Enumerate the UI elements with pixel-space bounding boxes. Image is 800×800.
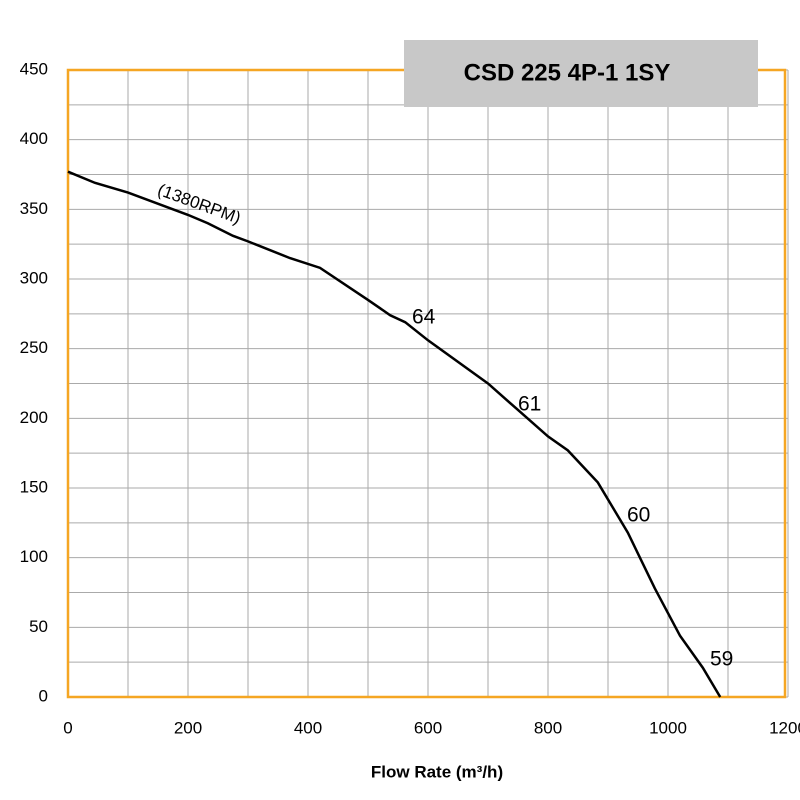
y-tick-label: 450 (20, 59, 48, 78)
x-tick-label: 0 (63, 718, 72, 737)
x-tick-label: 600 (414, 718, 442, 737)
y-tick-label: 350 (20, 199, 48, 218)
y-tick-label: 100 (20, 547, 48, 566)
efficiency-label: 61 (518, 393, 541, 416)
efficiency-label: 64 (412, 306, 436, 329)
efficiency-label: 59 (710, 648, 733, 671)
x-tick-label: 800 (534, 718, 562, 737)
y-tick-label: 50 (29, 617, 48, 636)
x-tick-label: 1000 (649, 718, 687, 737)
efficiency-label: 60 (627, 504, 650, 527)
x-tick-label: 400 (294, 718, 322, 737)
chart-title: CSD 225 4P-1 1SY (464, 59, 671, 86)
y-tick-label: 250 (20, 338, 48, 357)
curve (67, 170, 722, 698)
y-tick-label: 0 (39, 686, 48, 705)
x-tick-label: 200 (174, 718, 202, 737)
y-tick-label: 200 (20, 408, 48, 427)
y-tick-label: 400 (20, 129, 48, 148)
y-tick-label: 150 (20, 477, 48, 496)
title-box (404, 40, 758, 107)
y-tick-label: 300 (20, 268, 48, 287)
x-axis-label: Flow Rate (m³/h) (371, 762, 503, 781)
